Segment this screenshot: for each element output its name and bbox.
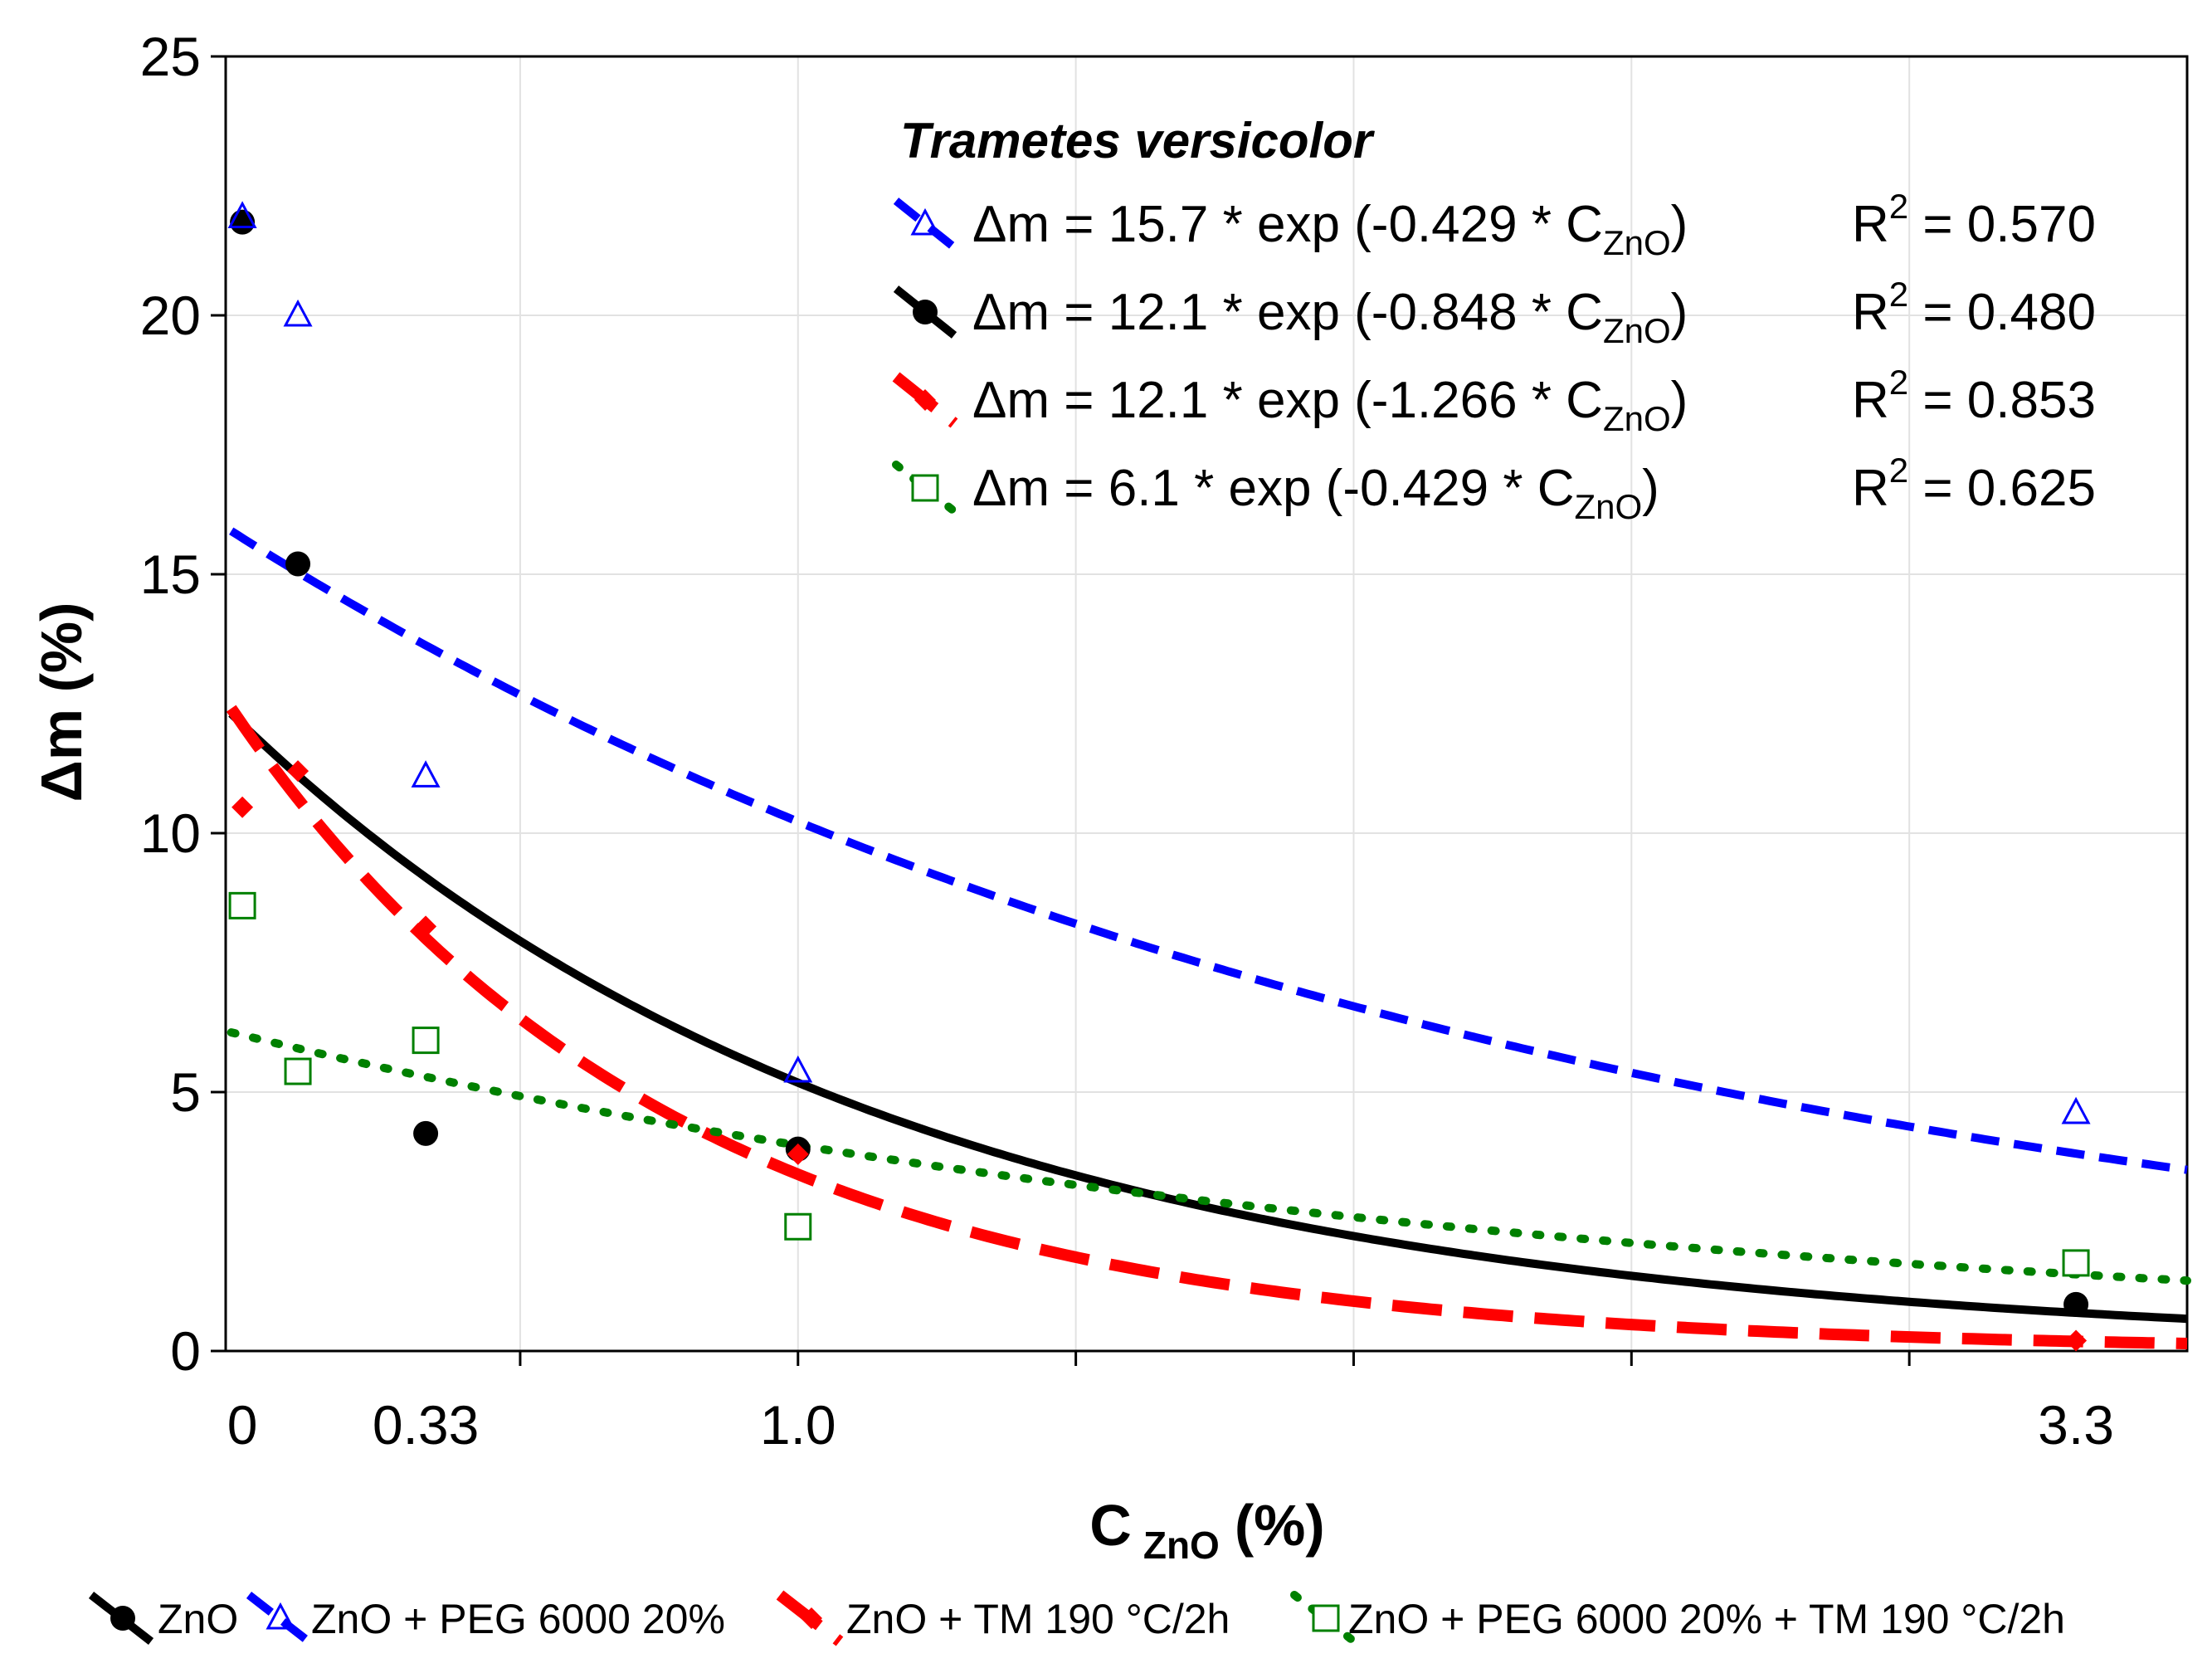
y-tick-label: 5	[170, 1061, 201, 1123]
data-point-circle	[285, 551, 311, 577]
bottom-legend-label: ZnO + PEG 6000 20% + TM 190 °C/2h	[1348, 1596, 2065, 1642]
fit-legend-line	[893, 198, 957, 251]
fit-curve-dash	[229, 527, 2188, 1174]
y-tick-label: 20	[140, 285, 201, 346]
data-point-triangle	[227, 201, 257, 228]
bottom-legend-line	[1290, 1591, 1358, 1646]
data-point-square	[2062, 1249, 2090, 1277]
bottom-legend-marker	[801, 1607, 822, 1629]
x-tick-label: 1.0	[760, 1394, 836, 1456]
plot-frame	[224, 55, 2189, 1353]
y-tick-label: 25	[140, 26, 201, 87]
y-axis-title: Δm (%)	[29, 602, 94, 802]
fit-legend-title: Trametes versicolor	[900, 113, 1376, 168]
x-tick-label: 0	[227, 1394, 258, 1456]
fit-legend-marker	[914, 389, 936, 411]
fit-r-squared: R2 = 0.570	[1852, 187, 2096, 253]
bottom-legend-marker	[110, 1606, 135, 1631]
fit-r-squared: R2 = 0.853	[1852, 363, 2096, 429]
data-point-diamond	[231, 796, 254, 818]
data-point-diamond	[787, 1143, 809, 1165]
fit-equation: Δm = 15.7 * exp (-0.429 * CZnO)	[972, 196, 1688, 262]
data-point-square	[784, 1212, 812, 1241]
bottom-legend-label: ZnO	[158, 1596, 238, 1642]
fit-legend-marker	[913, 300, 938, 324]
data-point-square	[284, 1057, 312, 1085]
fit-equation: Δm = 6.1 * exp (-0.429 * CZnO)	[972, 460, 1659, 526]
data-point-triangle	[2061, 1096, 2091, 1124]
x-axis-title: C ZnO (%)	[1089, 1493, 1324, 1567]
bottom-legend-label: ZnO + PEG 6000 20%	[311, 1596, 725, 1642]
y-tick-label: 0	[170, 1320, 201, 1382]
fit-curves	[226, 527, 2191, 1349]
y-tick-label: 10	[140, 802, 201, 864]
data-point-square	[412, 1027, 440, 1055]
data-point-diamond	[415, 915, 437, 938]
data-point-triangle	[411, 760, 441, 788]
bottom-legend-label: ZnO + TM 190 °C/2h	[846, 1596, 1230, 1642]
data-point-diamond	[287, 760, 309, 783]
data-points	[227, 201, 2091, 1352]
bottom-legend-marker	[266, 1602, 295, 1630]
fit-legend-marker	[911, 474, 939, 502]
fit-curve-dot	[227, 1028, 2191, 1285]
fit-r-squared: R2 = 0.625	[1852, 451, 2096, 517]
data-point-diamond	[2065, 1329, 2088, 1352]
data-point-triangle	[783, 1055, 813, 1083]
fit-equation: Δm = 12.1 * exp (-0.848 * CZnO)	[972, 284, 1688, 350]
data-point-triangle	[283, 299, 313, 327]
data-point-circle	[413, 1120, 439, 1146]
fit-curve-solid	[228, 710, 2188, 1324]
fit-legend: Trametes versicolor Δm = 15.7 * exp (-0.…	[892, 113, 2096, 526]
bottom-legend-marker	[1312, 1604, 1340, 1632]
x-tick-label: 0.33	[373, 1394, 479, 1456]
fit-curve-longdash	[226, 705, 2188, 1349]
data-point-circle	[2063, 1291, 2089, 1317]
bottom-legend-line	[246, 1592, 312, 1645]
x-tick-label: 3.3	[2038, 1394, 2114, 1456]
bottom-legend: ZnO ZnO + PEG 6000 20% ZnO + TM 190 °C/2h Z…	[88, 1590, 2065, 1646]
data-point-square	[228, 891, 256, 919]
fit-equation: Δm = 12.1 * exp (-1.266 * CZnO)	[972, 372, 1688, 438]
y-tick-label: 15	[140, 544, 201, 605]
ticks-layer: 0 5 10 15 20 25 0 0.33 1.0 3.3	[140, 26, 2114, 1456]
fit-legend-marker	[910, 207, 940, 236]
fit-r-squared: R2 = 0.480	[1852, 275, 2096, 341]
